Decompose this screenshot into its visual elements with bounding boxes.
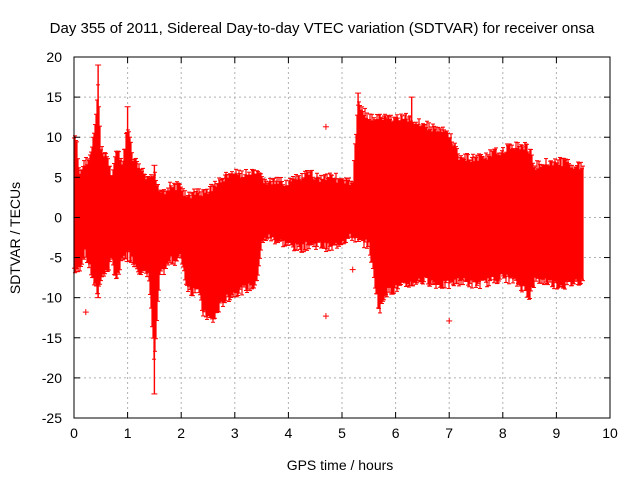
y-axis-label: SDTVAR / TECUs [7,182,23,294]
y-tick-label: 15 [46,89,62,105]
y-tick-label: -25 [42,410,62,426]
y-tick-label: -20 [42,370,62,386]
x-tick-label: 1 [124,425,132,441]
x-tick-label: 10 [602,425,618,441]
x-tick-label: 6 [392,425,400,441]
y-tick-label: 0 [54,209,62,225]
y-tick-label: 20 [46,49,62,65]
x-tick-label: 3 [231,425,239,441]
data-series-sdtvar [72,64,585,395]
y-tick-label: -15 [42,330,62,346]
y-tick-label: 5 [54,169,62,185]
y-tick-label: 10 [46,129,62,145]
x-axis-label: GPS time / hours [287,457,394,473]
x-tick-label: 0 [70,425,78,441]
y-tick-label: -5 [50,250,63,266]
axis-ticks: 0 1 2 3 4 5 6 7 8 9 10 -25 -20 -15 -10 -5 0 5 10 15 20 [42,49,618,441]
x-tick-label: 2 [177,425,185,441]
x-tick-label: 9 [553,425,561,441]
y-tick-label: -10 [42,290,62,306]
chart-title: Day 355 of 2011, Sidereal Day-to-day VTE… [50,20,595,37]
x-tick-label: 8 [499,425,507,441]
x-tick-label: 7 [445,425,453,441]
x-tick-label: 4 [285,425,293,441]
x-tick-label: 5 [338,425,346,441]
